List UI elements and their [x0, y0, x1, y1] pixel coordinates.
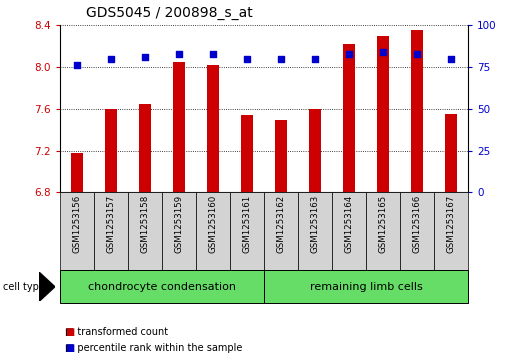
Text: GSM1253166: GSM1253166 [413, 195, 422, 253]
Text: GSM1253157: GSM1253157 [107, 195, 116, 253]
Bar [105, 109, 117, 192]
Point [447, 56, 456, 62]
Text: cell type: cell type [3, 282, 44, 292]
Text: GSM1253165: GSM1253165 [379, 195, 388, 253]
Point [345, 51, 354, 57]
Bar [264, 270, 468, 303]
Bar [264, 192, 298, 270]
Point [277, 56, 286, 62]
Bar [60, 270, 264, 303]
Point [73, 62, 82, 68]
Bar [241, 115, 253, 192]
Point [107, 56, 116, 62]
Text: GSM1253160: GSM1253160 [209, 195, 218, 253]
Bar [71, 153, 83, 192]
Point [311, 56, 320, 62]
Text: ■: ■ [65, 343, 75, 354]
Text: ■ transformed count: ■ transformed count [65, 327, 168, 337]
Text: GSM1253161: GSM1253161 [243, 195, 252, 253]
Point [209, 51, 218, 57]
Bar [377, 36, 389, 192]
Text: ■: ■ [65, 327, 75, 337]
Point [243, 56, 252, 62]
Bar [230, 192, 264, 270]
Bar [332, 192, 366, 270]
Text: GSM1253167: GSM1253167 [447, 195, 456, 253]
Bar [60, 192, 94, 270]
Text: GSM1253164: GSM1253164 [345, 195, 354, 253]
Point [175, 51, 184, 57]
Bar [275, 121, 287, 192]
Text: GSM1253163: GSM1253163 [311, 195, 320, 253]
Bar [411, 29, 423, 192]
Polygon shape [39, 272, 55, 301]
Text: remaining limb cells: remaining limb cells [310, 282, 423, 292]
Text: GDS5045 / 200898_s_at: GDS5045 / 200898_s_at [86, 6, 253, 20]
Bar [400, 192, 434, 270]
Bar [173, 62, 185, 192]
Bar [445, 114, 457, 192]
Bar [343, 44, 355, 192]
Bar [162, 192, 196, 270]
Text: GSM1253162: GSM1253162 [277, 195, 286, 253]
Text: ■ percentile rank within the sample: ■ percentile rank within the sample [65, 343, 243, 354]
Point [413, 51, 422, 57]
Bar [207, 65, 219, 192]
Text: GSM1253159: GSM1253159 [175, 195, 184, 253]
Bar [366, 192, 400, 270]
Bar [139, 104, 151, 192]
Bar [434, 192, 468, 270]
Bar [309, 109, 321, 192]
Bar [94, 192, 128, 270]
Point [379, 49, 388, 55]
Text: GSM1253156: GSM1253156 [73, 195, 82, 253]
Text: GSM1253158: GSM1253158 [141, 195, 150, 253]
Text: chondrocyte condensation: chondrocyte condensation [88, 282, 236, 292]
Point [141, 54, 150, 60]
Bar [298, 192, 332, 270]
Bar [128, 192, 162, 270]
Bar [196, 192, 230, 270]
